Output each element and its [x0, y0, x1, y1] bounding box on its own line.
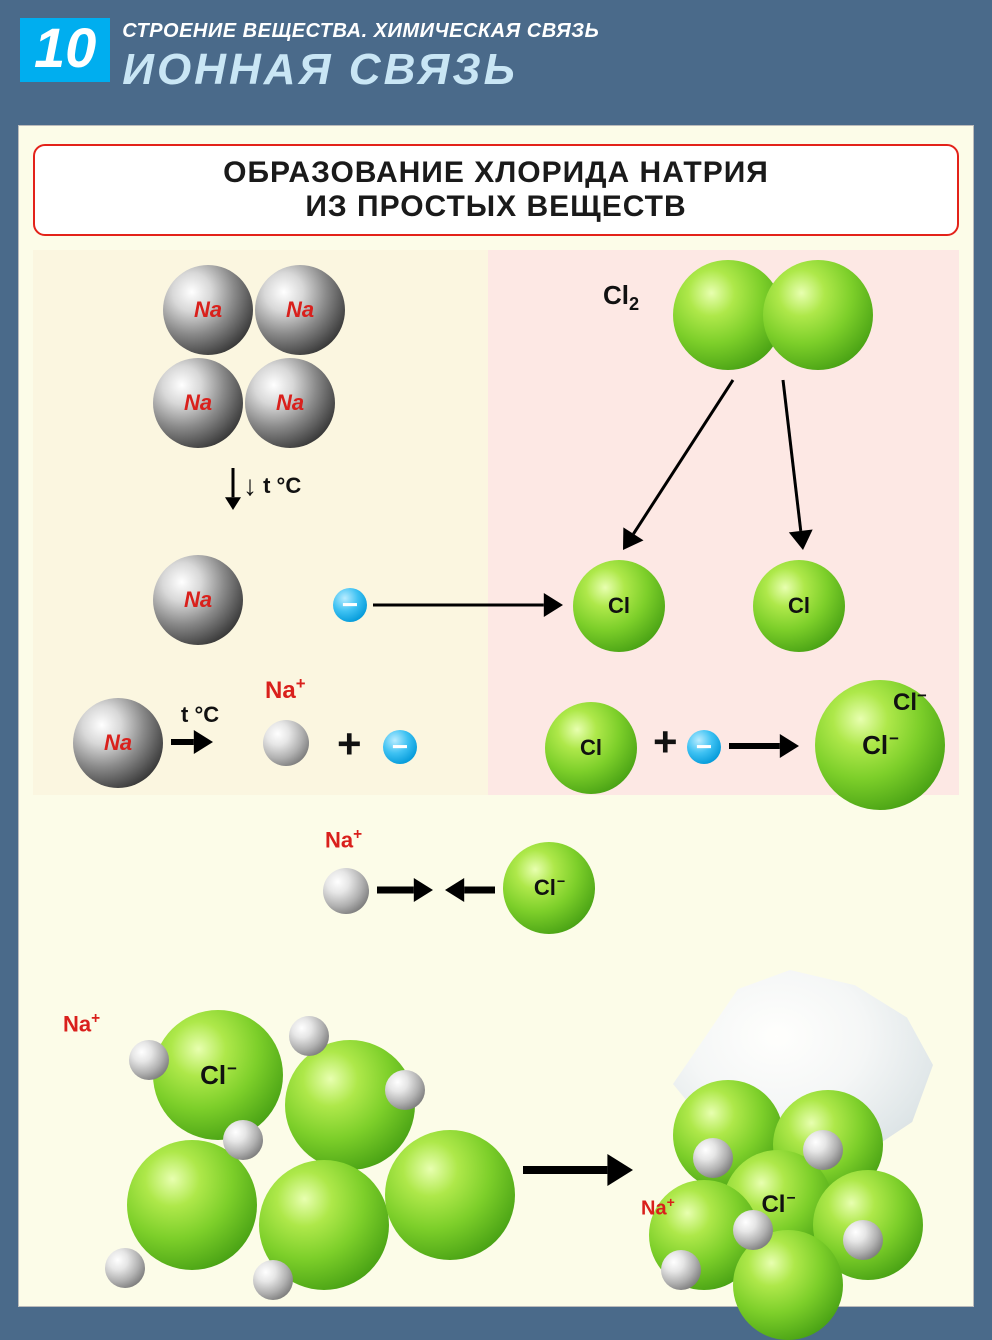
- sphere-cr-na-5: [661, 1250, 701, 1290]
- sphere-cl-left: Cl: [573, 560, 665, 652]
- sphere-cl-row: Cl: [545, 702, 637, 794]
- text-label-0: Cl2: [603, 280, 639, 315]
- sphere-na1: Na: [163, 265, 253, 355]
- sphere-lat-na-1: [129, 1040, 169, 1080]
- sphere-cl-right: Cl: [753, 560, 845, 652]
- sphere-cr-na-2: [803, 1130, 843, 1170]
- sphere-cr-na-4: [843, 1220, 883, 1260]
- sphere-lat-na-2: [289, 1016, 329, 1056]
- sphere-cl2b: [763, 260, 873, 370]
- sphere-lat-cl-1: Cl−: [153, 1010, 283, 1140]
- text-label-5: Na+: [63, 1010, 100, 1037]
- sphere-lat-cl-5: [385, 1130, 515, 1260]
- sphere-cl-ion-join: Cl−: [503, 842, 595, 934]
- sphere-e1: −: [333, 588, 367, 622]
- content-panel: ОБРАЗОВАНИЕ ХЛОРИДА НАТРИЯ ИЗ ПРОСТЫХ ВЕ…: [18, 125, 974, 1307]
- sphere-na2: Na: [255, 265, 345, 355]
- sphere-lat-na-3: [223, 1120, 263, 1160]
- sphere-na-ion-small: [263, 720, 309, 766]
- sphere-cr-na-3: [733, 1210, 773, 1250]
- reaction-diagram: NaNaNaNaNaNa−−−ClClClCl−Cl−Cl−Cl−++Cl2↓ …: [33, 250, 959, 1300]
- header-title: ИОННАЯ СВЯЗЬ: [122, 45, 972, 95]
- sphere-e3: −: [687, 730, 721, 764]
- sphere-na4: Na: [245, 358, 335, 448]
- page-header: 10 СТРОЕНИЕ ВЕЩЕСТВА. ХИМИЧЕСКАЯ СВЯЗЬ И…: [0, 0, 992, 95]
- sphere-lat-cl-3: [127, 1140, 257, 1270]
- subtitle-box: ОБРАЗОВАНИЕ ХЛОРИДА НАТРИЯ ИЗ ПРОСТЫХ ВЕ…: [33, 144, 959, 236]
- sphere-na-bot: Na: [73, 698, 163, 788]
- plus-sign-0: +: [337, 720, 362, 768]
- sphere-na-ion-join: [323, 868, 369, 914]
- text-label-2: t °C: [181, 702, 219, 728]
- plus-sign-1: +: [653, 718, 678, 766]
- subtitle-line-1: ОБРАЗОВАНИЕ ХЛОРИДА НАТРИЯ: [43, 156, 949, 190]
- text-label-1: ↓ t °C: [243, 470, 301, 502]
- sphere-lat-na-5: [253, 1260, 293, 1300]
- text-label-7: Cl−: [893, 686, 927, 717]
- text-label-6: Na+: [641, 1194, 675, 1221]
- header-supertitle: СТРОЕНИЕ ВЕЩЕСТВА. ХИМИЧЕСКАЯ СВЯЗЬ: [122, 20, 972, 43]
- sphere-na-mid: Na: [153, 555, 243, 645]
- sphere-lat-na-4: [105, 1248, 145, 1288]
- chapter-number: 10: [20, 18, 110, 82]
- text-label-3: Na+: [265, 674, 306, 705]
- sphere-cr-na-1: [693, 1138, 733, 1178]
- text-label-4: Na+: [325, 826, 362, 853]
- sphere-e2: −: [383, 730, 417, 764]
- subtitle-line-2: ИЗ ПРОСТЫХ ВЕЩЕСТВ: [43, 190, 949, 224]
- sphere-na3: Na: [153, 358, 243, 448]
- sphere-lat-na-6: [385, 1070, 425, 1110]
